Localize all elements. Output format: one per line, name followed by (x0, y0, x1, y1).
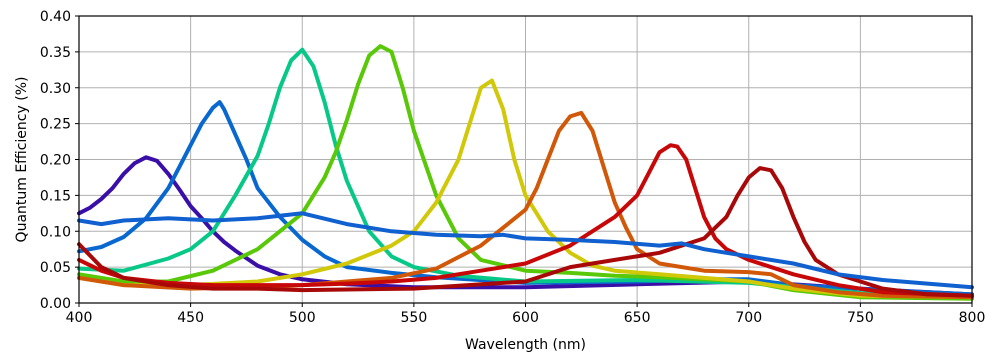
series-line-4 (77, 78, 974, 300)
y-tick-label-3: 0.15 (40, 188, 71, 204)
series-lines (77, 44, 974, 301)
y-tick-label-4: 0.20 (40, 153, 71, 169)
y-tick-label-6: 0.30 (40, 81, 71, 97)
y-tick-label-5: 0.25 (40, 117, 71, 133)
x-tick-label-5: 650 (624, 310, 651, 326)
y-tick-label-7: 0.35 (40, 45, 71, 61)
x-tick-label-4: 600 (512, 310, 539, 326)
x-tick-label-8: 800 (959, 310, 986, 326)
x-tick-label-7: 750 (847, 310, 874, 326)
y-tick-label-8: 0.40 (40, 9, 71, 25)
series-line-3 (77, 44, 974, 301)
x-tick-label-2: 500 (289, 310, 316, 326)
y-tick-label-1: 0.05 (40, 260, 71, 276)
y-tick-label-0: 0.00 (40, 296, 71, 312)
series-line-2 (77, 47, 974, 298)
axis-ticks: 400 450 500 550 600 650 700 750 800 0.00 0.05 0.10 0… (40, 9, 986, 326)
y-tick-label-2: 0.10 (40, 224, 71, 240)
x-tick-label-0: 400 (66, 310, 93, 326)
series-line-5 (77, 110, 974, 300)
x-axis-label: Wavelength (nm) (465, 337, 586, 353)
series-line-7 (77, 166, 974, 298)
y-axis-label: Quantum Efficiency (%) (14, 77, 30, 243)
grid-lines (78, 15, 973, 304)
series-line-8 (77, 211, 974, 290)
x-tick-label-6: 700 (735, 310, 762, 326)
x-tick-label-1: 450 (177, 310, 204, 326)
x-tick-label-3: 550 (401, 310, 428, 326)
